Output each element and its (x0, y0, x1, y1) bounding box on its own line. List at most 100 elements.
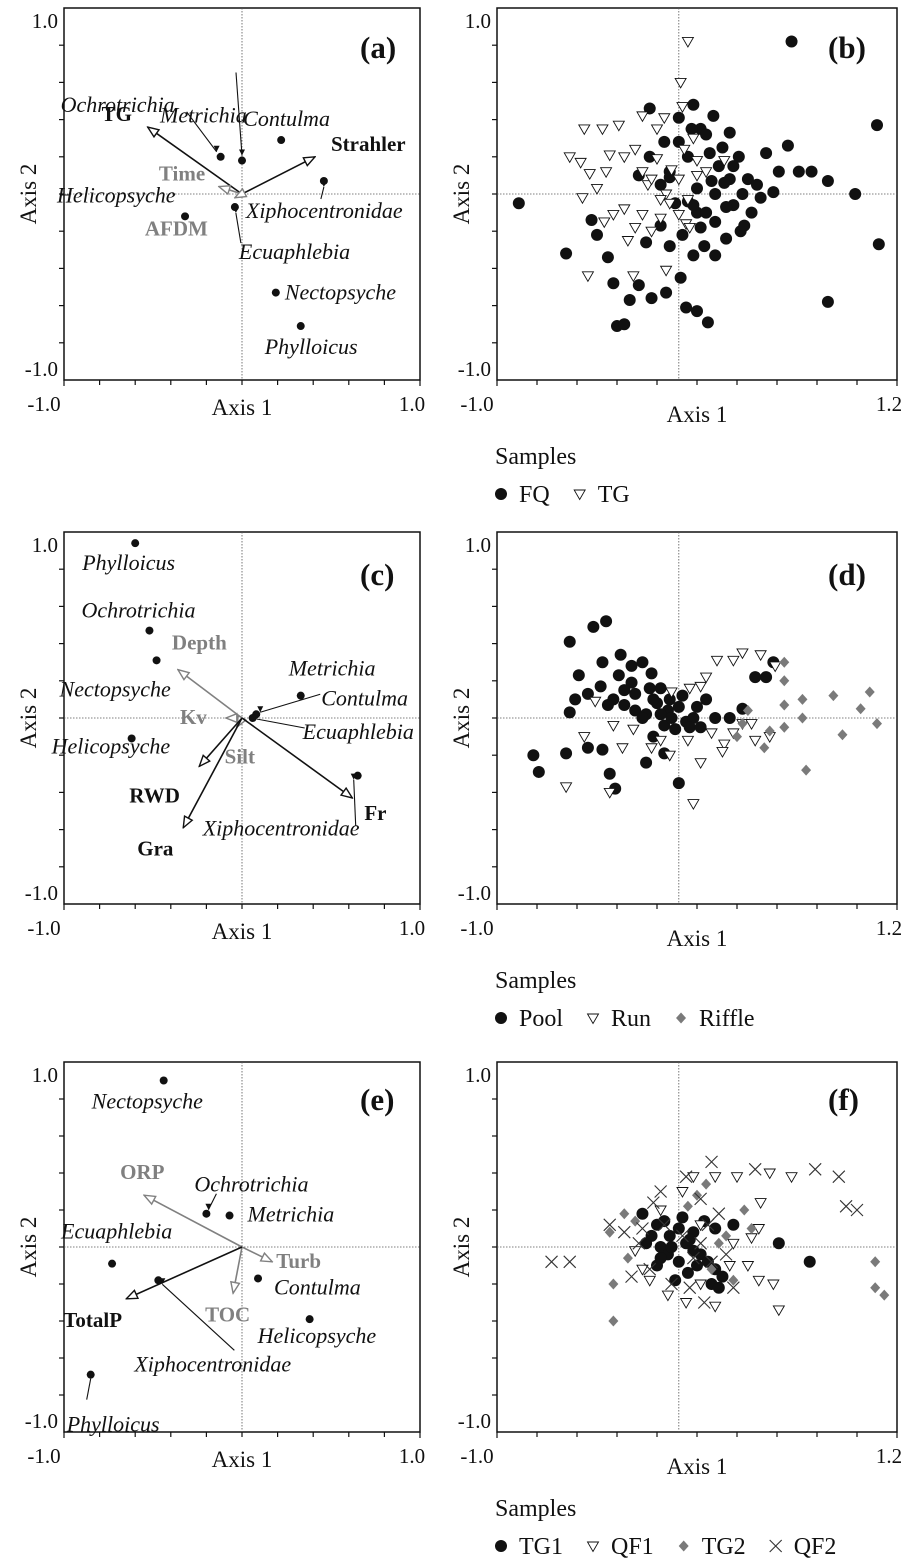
species-label: Helicopsyche (56, 182, 176, 207)
sample-point (545, 1255, 558, 1269)
label-leader (86, 1378, 92, 1400)
species-label: Ochrotrichia (61, 92, 175, 117)
sample-point (659, 189, 673, 201)
vector-arrow-toc (233, 1246, 243, 1293)
sample-point (699, 672, 713, 684)
sample-point (737, 718, 748, 730)
sample-point (681, 37, 695, 48)
sample-point (663, 1229, 676, 1242)
sample-point (685, 122, 698, 135)
sample-point (612, 120, 626, 132)
sample-point (779, 675, 790, 687)
sample-point (573, 489, 586, 501)
sample-point (603, 787, 617, 799)
sample-point (694, 1236, 708, 1250)
sample-point (560, 247, 573, 260)
x-tick-label: 1.2 (876, 916, 902, 940)
leader-head (253, 713, 260, 719)
sample-point (660, 286, 673, 299)
sample-point (723, 1261, 737, 1272)
sample-point (749, 671, 762, 684)
leader-head (320, 180, 327, 187)
sample-point (672, 1255, 685, 1268)
sample-point (625, 659, 638, 672)
sample-point (808, 1162, 822, 1176)
sample-point (636, 1264, 649, 1276)
sample-point (586, 1013, 600, 1025)
y-tick-label: 1.0 (465, 1063, 491, 1087)
sample-point (687, 98, 700, 111)
x-tick-label: -1.0 (460, 392, 493, 416)
sample-point (654, 195, 667, 206)
species-point (225, 1211, 234, 1220)
sample-point (728, 1274, 739, 1286)
y-axis-label: Axis 2 (449, 164, 474, 225)
species-label: Ecuaphlebia (302, 719, 414, 744)
sample-point (699, 167, 713, 179)
sample-point (741, 173, 754, 186)
sample-point (736, 188, 749, 200)
species-label: Ochrotrichia (194, 1172, 308, 1197)
sample-point (665, 1277, 678, 1291)
sample-point (746, 1223, 757, 1234)
sample-point (683, 1281, 697, 1295)
sample-point (617, 1225, 631, 1239)
sample-point (636, 210, 649, 221)
sample-point (752, 1224, 766, 1235)
sample-point (603, 150, 617, 162)
species-label: Xiphocentronidae (202, 816, 360, 841)
sample-point (864, 686, 875, 698)
vector-arrow-afdm (235, 194, 242, 198)
x-axis-label: Axis 1 (667, 1454, 728, 1479)
sample-point (687, 1172, 700, 1184)
label-leader (256, 718, 305, 729)
sample-point (640, 236, 653, 249)
sample-point (709, 1222, 722, 1235)
sample-point (705, 728, 718, 740)
sample-point (723, 126, 736, 139)
sample-point (663, 198, 677, 210)
sample-point (657, 1218, 671, 1232)
sample-point (676, 1229, 689, 1243)
sample-point (654, 178, 667, 191)
sample-point (678, 1540, 689, 1552)
sample-point (600, 615, 613, 628)
sample-point (563, 152, 577, 164)
x-tick-label: 1.2 (876, 1444, 902, 1468)
label-leader (207, 1193, 217, 1210)
legend-title: Samples (495, 1496, 576, 1522)
species-point (202, 1209, 211, 1218)
y-tick-label: -1.0 (458, 357, 491, 381)
sample-point (742, 705, 753, 717)
vector-label: Depth (172, 631, 227, 655)
species-label: Ochrotrichia (81, 598, 195, 623)
sample-point (672, 111, 685, 124)
species-label: Contulma (243, 106, 330, 131)
sample-point (681, 735, 695, 747)
legend-title: Samples (495, 968, 576, 994)
sample-point (636, 1222, 649, 1235)
sample-point (601, 251, 614, 264)
sample-point (697, 1296, 711, 1309)
species-label: Contulma (321, 685, 408, 710)
sample-point (623, 294, 636, 307)
sample-point (658, 1215, 671, 1228)
vector-label: Time (159, 162, 205, 186)
sample-point (870, 1256, 881, 1268)
species-point (145, 626, 154, 635)
sample-point (681, 1266, 694, 1279)
sample-point (716, 141, 729, 154)
sample-point (608, 1315, 619, 1327)
sample-point (563, 706, 576, 719)
vector-arrow-totalp (126, 1246, 243, 1299)
y-axis-label: Axis 2 (449, 688, 474, 749)
x-tick-label: -1.0 (27, 916, 60, 940)
vector-label: TotalP (63, 1308, 122, 1332)
sample-point (657, 113, 671, 125)
vector-arrow-rwd (199, 717, 243, 766)
sample-point (596, 124, 609, 136)
sample-point (628, 1246, 642, 1258)
sample-point (640, 756, 653, 769)
species-label: Nectopsyche (59, 676, 171, 701)
sample-point (832, 1170, 846, 1184)
